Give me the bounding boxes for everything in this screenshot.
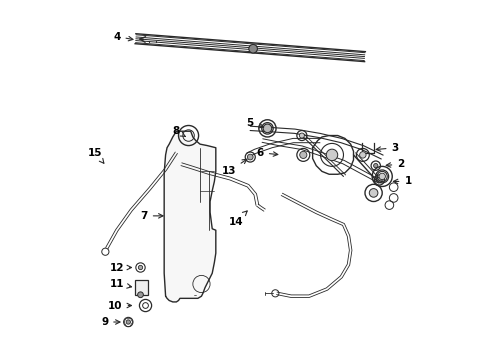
Circle shape <box>325 149 337 161</box>
Text: 2: 2 <box>386 159 404 169</box>
Text: 4: 4 <box>113 32 133 41</box>
Bar <box>135 280 147 295</box>
Circle shape <box>263 124 271 133</box>
Text: 11: 11 <box>109 279 131 289</box>
Circle shape <box>247 154 253 160</box>
Text: 14: 14 <box>228 211 246 226</box>
Circle shape <box>373 163 377 168</box>
Circle shape <box>138 265 142 270</box>
Circle shape <box>126 320 130 324</box>
Text: 7: 7 <box>140 211 163 221</box>
Text: 3: 3 <box>375 143 398 153</box>
Text: 15: 15 <box>88 148 103 163</box>
Text: 8: 8 <box>172 126 185 136</box>
Circle shape <box>378 173 385 180</box>
Text: 5: 5 <box>246 118 263 128</box>
Text: 6: 6 <box>256 148 277 158</box>
Circle shape <box>248 44 257 53</box>
Circle shape <box>299 151 306 158</box>
Circle shape <box>299 133 304 138</box>
Circle shape <box>264 126 270 131</box>
Circle shape <box>359 152 366 158</box>
Text: 9: 9 <box>101 317 120 327</box>
Text: 1: 1 <box>392 176 411 186</box>
Text: 12: 12 <box>109 262 131 273</box>
Circle shape <box>368 189 377 197</box>
Text: 10: 10 <box>108 301 131 311</box>
Circle shape <box>376 177 382 183</box>
Polygon shape <box>164 131 215 302</box>
Circle shape <box>137 292 143 298</box>
Text: 13: 13 <box>221 159 246 176</box>
